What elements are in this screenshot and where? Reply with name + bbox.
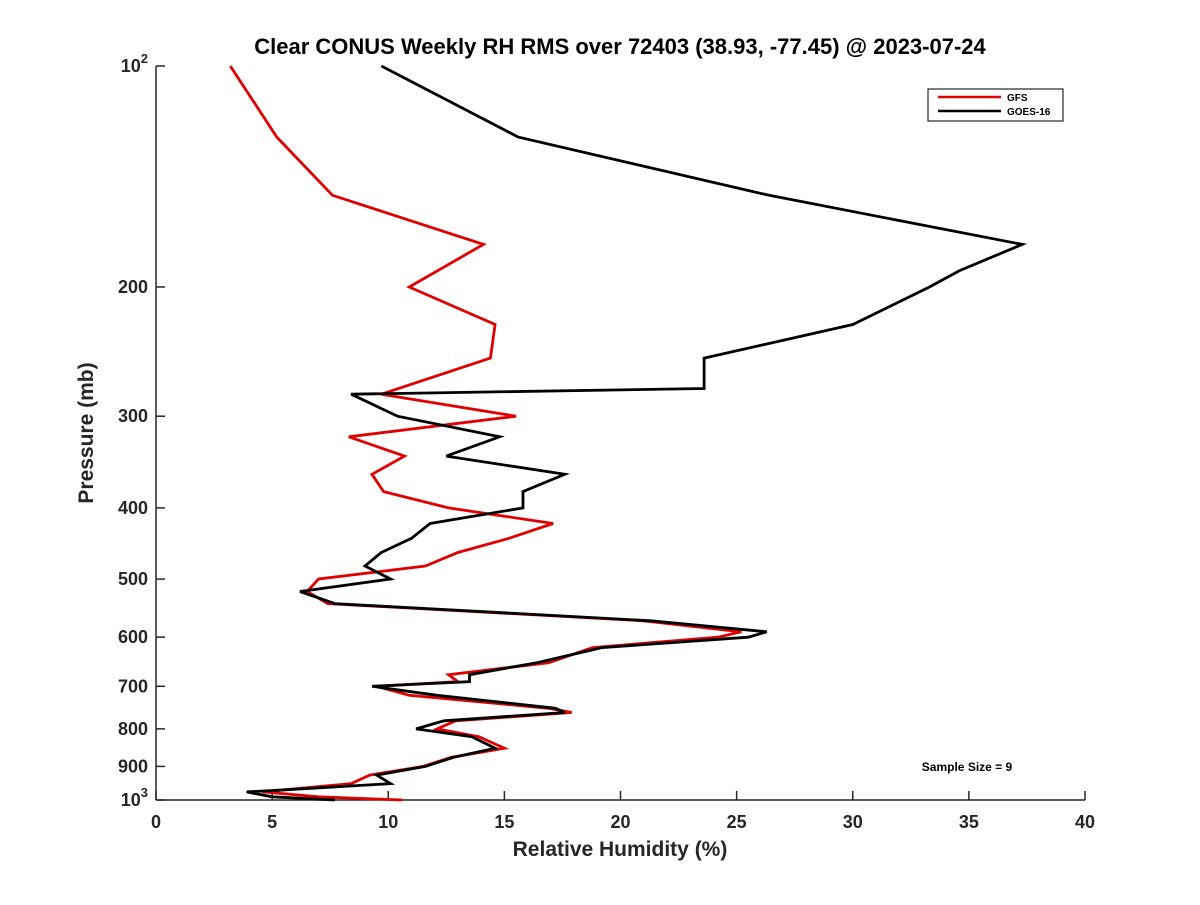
series-group bbox=[229, 64, 1028, 802]
y-tick-label: 900 bbox=[118, 756, 148, 776]
x-tick-label: 15 bbox=[494, 812, 514, 832]
y-axis: 102 200 300 400 500 600 700 800 900 103 bbox=[118, 51, 165, 810]
y-tick-label: 800 bbox=[118, 719, 148, 739]
series-line-goes16 bbox=[246, 64, 1028, 802]
x-axis: 0 5 10 15 20 25 30 35 40 bbox=[151, 791, 1095, 832]
legend[interactable]: GFS GOES-16 bbox=[927, 88, 1064, 122]
x-tick-label: 10 bbox=[378, 812, 398, 832]
x-tick-label: 40 bbox=[1075, 812, 1095, 832]
x-tick-label: 25 bbox=[727, 812, 747, 832]
x-tick-label: 35 bbox=[959, 812, 979, 832]
x-axis-label: Relative Humidity (%) bbox=[513, 838, 728, 861]
y-axis-label: Pressure (mb) bbox=[75, 362, 98, 503]
y-tick-label: 200 bbox=[118, 277, 148, 297]
y-tick-label: 103 bbox=[121, 785, 148, 810]
x-tick-label: 30 bbox=[843, 812, 863, 832]
y-tick-label: 102 bbox=[121, 51, 148, 76]
legend-label-gfs: GFS bbox=[1007, 93, 1028, 104]
y-tick-label: 400 bbox=[118, 498, 148, 518]
legend-box bbox=[927, 88, 1064, 122]
chart-title: Clear CONUS Weekly RH RMS over 72403 (38… bbox=[254, 34, 986, 59]
y-tick-label: 700 bbox=[118, 676, 148, 696]
legend-label-goes16: GOES-16 bbox=[1007, 107, 1051, 118]
x-tick-label: 20 bbox=[610, 812, 630, 832]
y-tick-label: 600 bbox=[118, 627, 148, 647]
x-tick-label: 0 bbox=[151, 812, 161, 832]
sample-size-annotation: Sample Size = 9 bbox=[922, 760, 1013, 774]
x-tick-label: 5 bbox=[267, 812, 277, 832]
y-tick-label: 500 bbox=[118, 569, 148, 589]
y-tick-label: 300 bbox=[118, 406, 148, 426]
